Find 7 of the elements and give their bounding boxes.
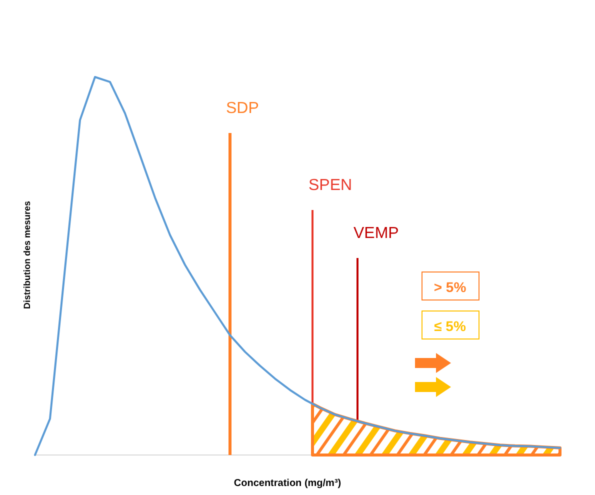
y-axis-title: Distribution des mesures [22, 200, 32, 310]
annotation: ≤ 5% [434, 318, 466, 334]
x-axis-title: Concentration (mg/m³) [234, 478, 342, 489]
annotation: SDP [226, 100, 259, 117]
annotation: VEMP [354, 225, 399, 242]
annotation: SPEN [308, 177, 352, 194]
annotation: > 5% [434, 279, 467, 295]
